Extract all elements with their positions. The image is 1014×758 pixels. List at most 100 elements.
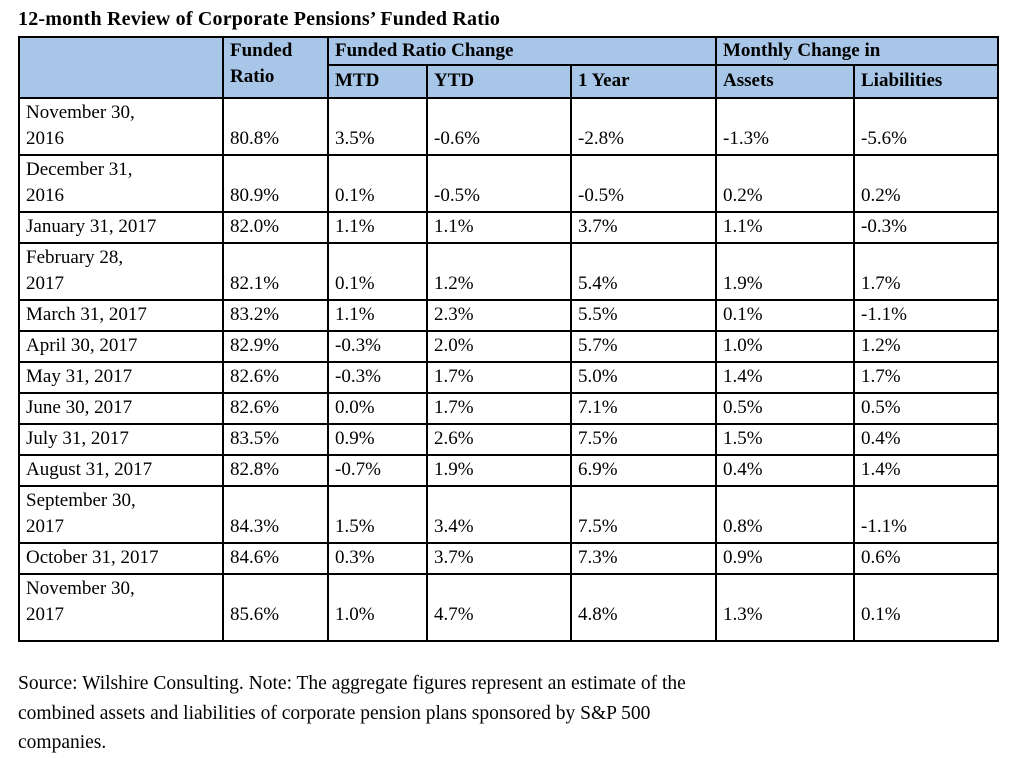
funded-ratio-cell: 82.9% [222, 330, 329, 363]
one-year-cell: 4.8% [570, 573, 717, 642]
mtd-cell: 0.3% [327, 542, 428, 575]
table-row: May 31, 2017 82.6% -0.3% 1.7% 5.0% 1.4% … [18, 361, 999, 394]
liabilities-cell: 1.7% [853, 361, 999, 394]
mtd-cell: 0.1% [327, 242, 428, 301]
table-row: February 28, 2017 82.1% 0.1% 1.2% 5.4% 1… [18, 242, 999, 301]
mtd-cell: 1.1% [327, 299, 428, 332]
one-year-cell: 6.9% [570, 454, 717, 487]
assets-cell: 1.4% [715, 361, 855, 394]
table-row: November 30, 2017 85.6% 1.0% 4.7% 4.8% 1… [18, 573, 999, 642]
table-row: November 30, 2016 80.8% 3.5% -0.6% -2.8%… [18, 97, 999, 156]
assets-cell: 1.3% [715, 573, 855, 642]
liabilities-cell: 1.2% [853, 330, 999, 363]
header-row-group: Funded Ratio Funded Ratio Change Monthly… [18, 36, 999, 99]
table-row: July 31, 2017 83.5% 0.9% 2.6% 7.5% 1.5% … [18, 423, 999, 456]
header-mtd: MTD [327, 64, 428, 99]
table-row: June 30, 2017 82.6% 0.0% 1.7% 7.1% 0.5% … [18, 392, 999, 425]
one-year-cell: 5.0% [570, 361, 717, 394]
one-year-cell: 5.7% [570, 330, 717, 363]
mtd-cell: 3.5% [327, 97, 428, 156]
table-row: August 31, 2017 82.8% -0.7% 1.9% 6.9% 0.… [18, 454, 999, 487]
date-cell: August 31, 2017 [18, 454, 224, 487]
funded-ratio-cell: 80.9% [222, 154, 329, 213]
one-year-cell: 7.5% [570, 485, 717, 544]
mtd-cell: 1.1% [327, 211, 428, 244]
funded-ratio-cell: 80.8% [222, 97, 329, 156]
table-row: October 31, 2017 84.6% 0.3% 3.7% 7.3% 0.… [18, 542, 999, 575]
assets-cell: 1.1% [715, 211, 855, 244]
mtd-cell: -0.3% [327, 330, 428, 363]
header-1-year: 1 Year [570, 64, 717, 99]
mtd-cell: 1.5% [327, 485, 428, 544]
assets-cell: 1.0% [715, 330, 855, 363]
header-funded-ratio: Funded Ratio [222, 36, 329, 99]
mtd-cell: 0.0% [327, 392, 428, 425]
one-year-cell: -2.8% [570, 97, 717, 156]
assets-cell: 0.2% [715, 154, 855, 213]
one-year-cell: 7.1% [570, 392, 717, 425]
table-row: September 30, 2017 84.3% 1.5% 3.4% 7.5% … [18, 485, 999, 544]
one-year-cell: 5.5% [570, 299, 717, 332]
date-cell: November 30, 2016 [18, 97, 224, 156]
ytd-cell: 1.7% [426, 361, 572, 394]
date-cell: March 31, 2017 [18, 299, 224, 332]
source-footnote: Source: Wilshire Consulting. Note: The a… [18, 669, 997, 758]
mtd-cell: 0.1% [327, 154, 428, 213]
one-year-cell: 3.7% [570, 211, 717, 244]
ytd-cell: -0.5% [426, 154, 572, 213]
footnote-line: Source: Wilshire Consulting. Note: The a… [18, 673, 686, 694]
liabilities-cell: -5.6% [853, 97, 999, 156]
funded-ratio-cell: 85.6% [222, 573, 329, 642]
one-year-cell: 7.3% [570, 542, 717, 575]
header-row-sub: MTD YTD 1 Year Assets Liabilities [19, 64, 999, 99]
table-header: Funded Ratio Funded Ratio Change Monthly… [18, 36, 999, 99]
footnote-line: companies. [18, 732, 107, 753]
ytd-cell: 3.7% [426, 542, 572, 575]
assets-cell: 0.4% [715, 454, 855, 487]
ytd-cell: -0.6% [426, 97, 572, 156]
funded-ratio-cell: 84.3% [222, 485, 329, 544]
liabilities-cell: 0.4% [853, 423, 999, 456]
mtd-cell: 1.0% [327, 573, 428, 642]
page-title: 12-month Review of Corporate Pensions’ F… [18, 8, 501, 30]
header-funded-ratio-change: Funded Ratio Change [327, 36, 717, 66]
assets-cell: 1.5% [715, 423, 855, 456]
table-row: April 30, 2017 82.9% -0.3% 2.0% 5.7% 1.0… [18, 330, 999, 363]
mtd-cell: -0.7% [327, 454, 428, 487]
liabilities-cell: -1.1% [853, 485, 999, 544]
funded-ratio-table: Funded Ratio Funded Ratio Change Monthly… [18, 36, 999, 642]
table-row: December 31, 2016 80.9% 0.1% -0.5% -0.5%… [18, 154, 999, 213]
funded-ratio-cell: 82.6% [222, 392, 329, 425]
mtd-cell: -0.3% [327, 361, 428, 394]
liabilities-cell: 0.1% [853, 573, 999, 642]
assets-cell: 0.1% [715, 299, 855, 332]
funded-ratio-cell: 84.6% [222, 542, 329, 575]
table-body: November 30, 2016 80.8% 3.5% -0.6% -2.8%… [18, 97, 999, 642]
ytd-cell: 3.4% [426, 485, 572, 544]
one-year-cell: -0.5% [570, 154, 717, 213]
date-cell: November 30, 2017 [18, 573, 224, 642]
liabilities-cell: 0.5% [853, 392, 999, 425]
date-cell: April 30, 2017 [18, 330, 224, 363]
ytd-cell: 1.7% [426, 392, 572, 425]
assets-cell: -1.3% [715, 97, 855, 156]
header-monthly-change: Monthly Change in [715, 36, 999, 66]
liabilities-cell: 0.2% [853, 154, 999, 213]
header-assets: Assets [715, 64, 855, 99]
date-cell: May 31, 2017 [18, 361, 224, 394]
date-cell: February 28, 2017 [18, 242, 224, 301]
liabilities-cell: -1.1% [853, 299, 999, 332]
ytd-cell: 1.1% [426, 211, 572, 244]
mtd-cell: 0.9% [327, 423, 428, 456]
liabilities-cell: 1.4% [853, 454, 999, 487]
table-row: March 31, 2017 83.2% 1.1% 2.3% 5.5% 0.1%… [18, 299, 999, 332]
assets-cell: 0.8% [715, 485, 855, 544]
ytd-cell: 2.6% [426, 423, 572, 456]
funded-ratio-cell: 82.1% [222, 242, 329, 301]
liabilities-cell: -0.3% [853, 211, 999, 244]
date-cell: January 31, 2017 [18, 211, 224, 244]
liabilities-cell: 0.6% [853, 542, 999, 575]
header-corner-cell [18, 36, 224, 99]
assets-cell: 0.5% [715, 392, 855, 425]
